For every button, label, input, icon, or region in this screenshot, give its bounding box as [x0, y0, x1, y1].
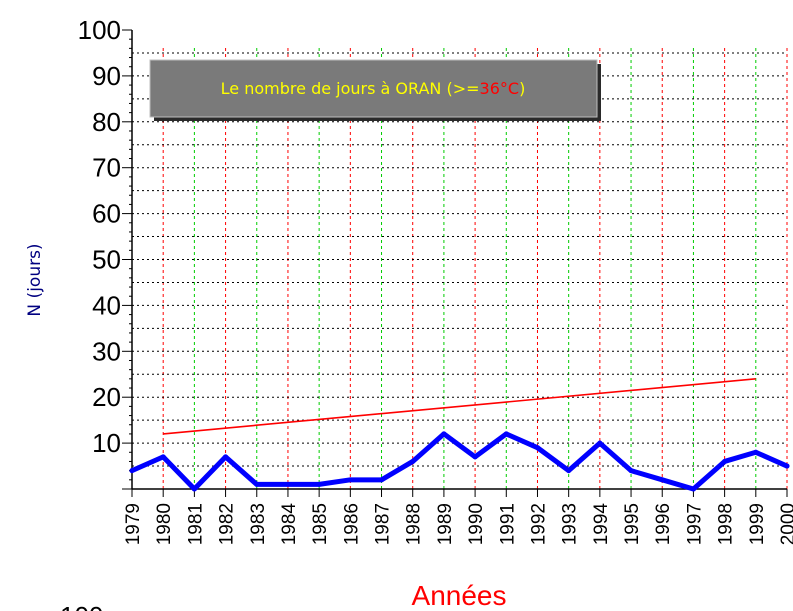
y-tick-label: 20	[92, 382, 121, 412]
x-tick-label: 1984	[279, 503, 300, 546]
series-lines	[129, 431, 790, 492]
series-point	[534, 445, 540, 451]
series-point	[160, 454, 166, 460]
x-tick-label: 1998	[716, 503, 737, 545]
series-point	[129, 468, 135, 474]
x-tick-label: 1996	[653, 503, 674, 545]
series-point	[472, 454, 478, 460]
x-axis-label: Années	[412, 580, 507, 611]
cut-off-label: 100	[60, 601, 103, 611]
x-tick-label: 1994	[591, 503, 612, 546]
x-tick-label: 1986	[341, 503, 362, 545]
x-tick-label: 2000	[778, 503, 793, 545]
x-axis-ticks: 1979 1980 1981 1982 1983 1984 1985 1986 1987 1988…	[123, 503, 793, 546]
x-tick-label: 1995	[622, 503, 643, 545]
y-tick-label: 30	[92, 336, 121, 366]
series-point	[503, 431, 509, 437]
grid	[132, 48, 788, 489]
x-tick-label: 1993	[560, 503, 581, 545]
chart-title-part-2: 36°C	[480, 79, 520, 98]
x-tick-label: 1982	[217, 503, 238, 545]
x-tick-label: 1987	[373, 503, 394, 545]
x-tick-label: 1997	[684, 503, 705, 545]
x-tick-label: 1991	[497, 503, 518, 545]
y-tick-label: 10	[92, 428, 121, 458]
series-line	[129, 431, 790, 492]
series-point	[628, 468, 634, 474]
series-point	[410, 458, 416, 464]
series-point	[441, 431, 447, 437]
y-axis-ticks: 10 20 30 40 50 60 70 80 90 100	[78, 15, 121, 458]
chart-title-box: Le nombre de jours à ORAN (>=36°C)	[149, 59, 601, 121]
y-tick-label: 90	[92, 61, 121, 91]
y-tick-label: 100	[78, 15, 121, 45]
series-point	[379, 477, 385, 483]
chart-title-part-3: )	[519, 79, 525, 98]
x-tick-label: 1990	[466, 503, 487, 545]
series-point	[690, 486, 696, 492]
x-tick-label: 1980	[154, 503, 175, 545]
series-point	[316, 481, 322, 487]
y-tick-label: 60	[92, 199, 121, 229]
trend-line	[163, 378, 756, 435]
x-tick-label: 1983	[248, 503, 269, 545]
series-point	[191, 486, 197, 492]
series-point	[784, 463, 790, 469]
x-tick-label: 1985	[310, 503, 331, 545]
chart-title: Le nombre de jours à ORAN (>=36°C)	[221, 79, 526, 98]
x-tick-label: 1981	[185, 503, 206, 545]
series-point	[597, 440, 603, 446]
y-axis-label: N (jours)	[25, 243, 45, 316]
x-tick-label: 1992	[528, 503, 549, 545]
axes	[122, 29, 788, 497]
series-point	[722, 458, 728, 464]
y-tick-label: 80	[92, 107, 121, 137]
trend-line-segment	[163, 378, 756, 435]
x-tick-label: 1999	[747, 503, 768, 545]
chart-title-part-1: Le nombre de jours à ORAN (>=	[221, 79, 480, 98]
x-tick-label: 1989	[435, 503, 456, 545]
series-point	[285, 481, 291, 487]
y-tick-label: 40	[92, 290, 121, 320]
series-point	[223, 454, 229, 460]
series-point	[347, 477, 353, 483]
series-point	[659, 477, 665, 483]
series-point	[254, 481, 260, 487]
x-tick-label: 1988	[404, 503, 425, 545]
y-tick-label: 50	[92, 245, 121, 275]
y-tick-label: 70	[92, 153, 121, 183]
x-tick-label: 1979	[123, 503, 144, 545]
series-point	[753, 449, 759, 455]
title-box-background	[149, 59, 598, 118]
series-point	[566, 468, 572, 474]
